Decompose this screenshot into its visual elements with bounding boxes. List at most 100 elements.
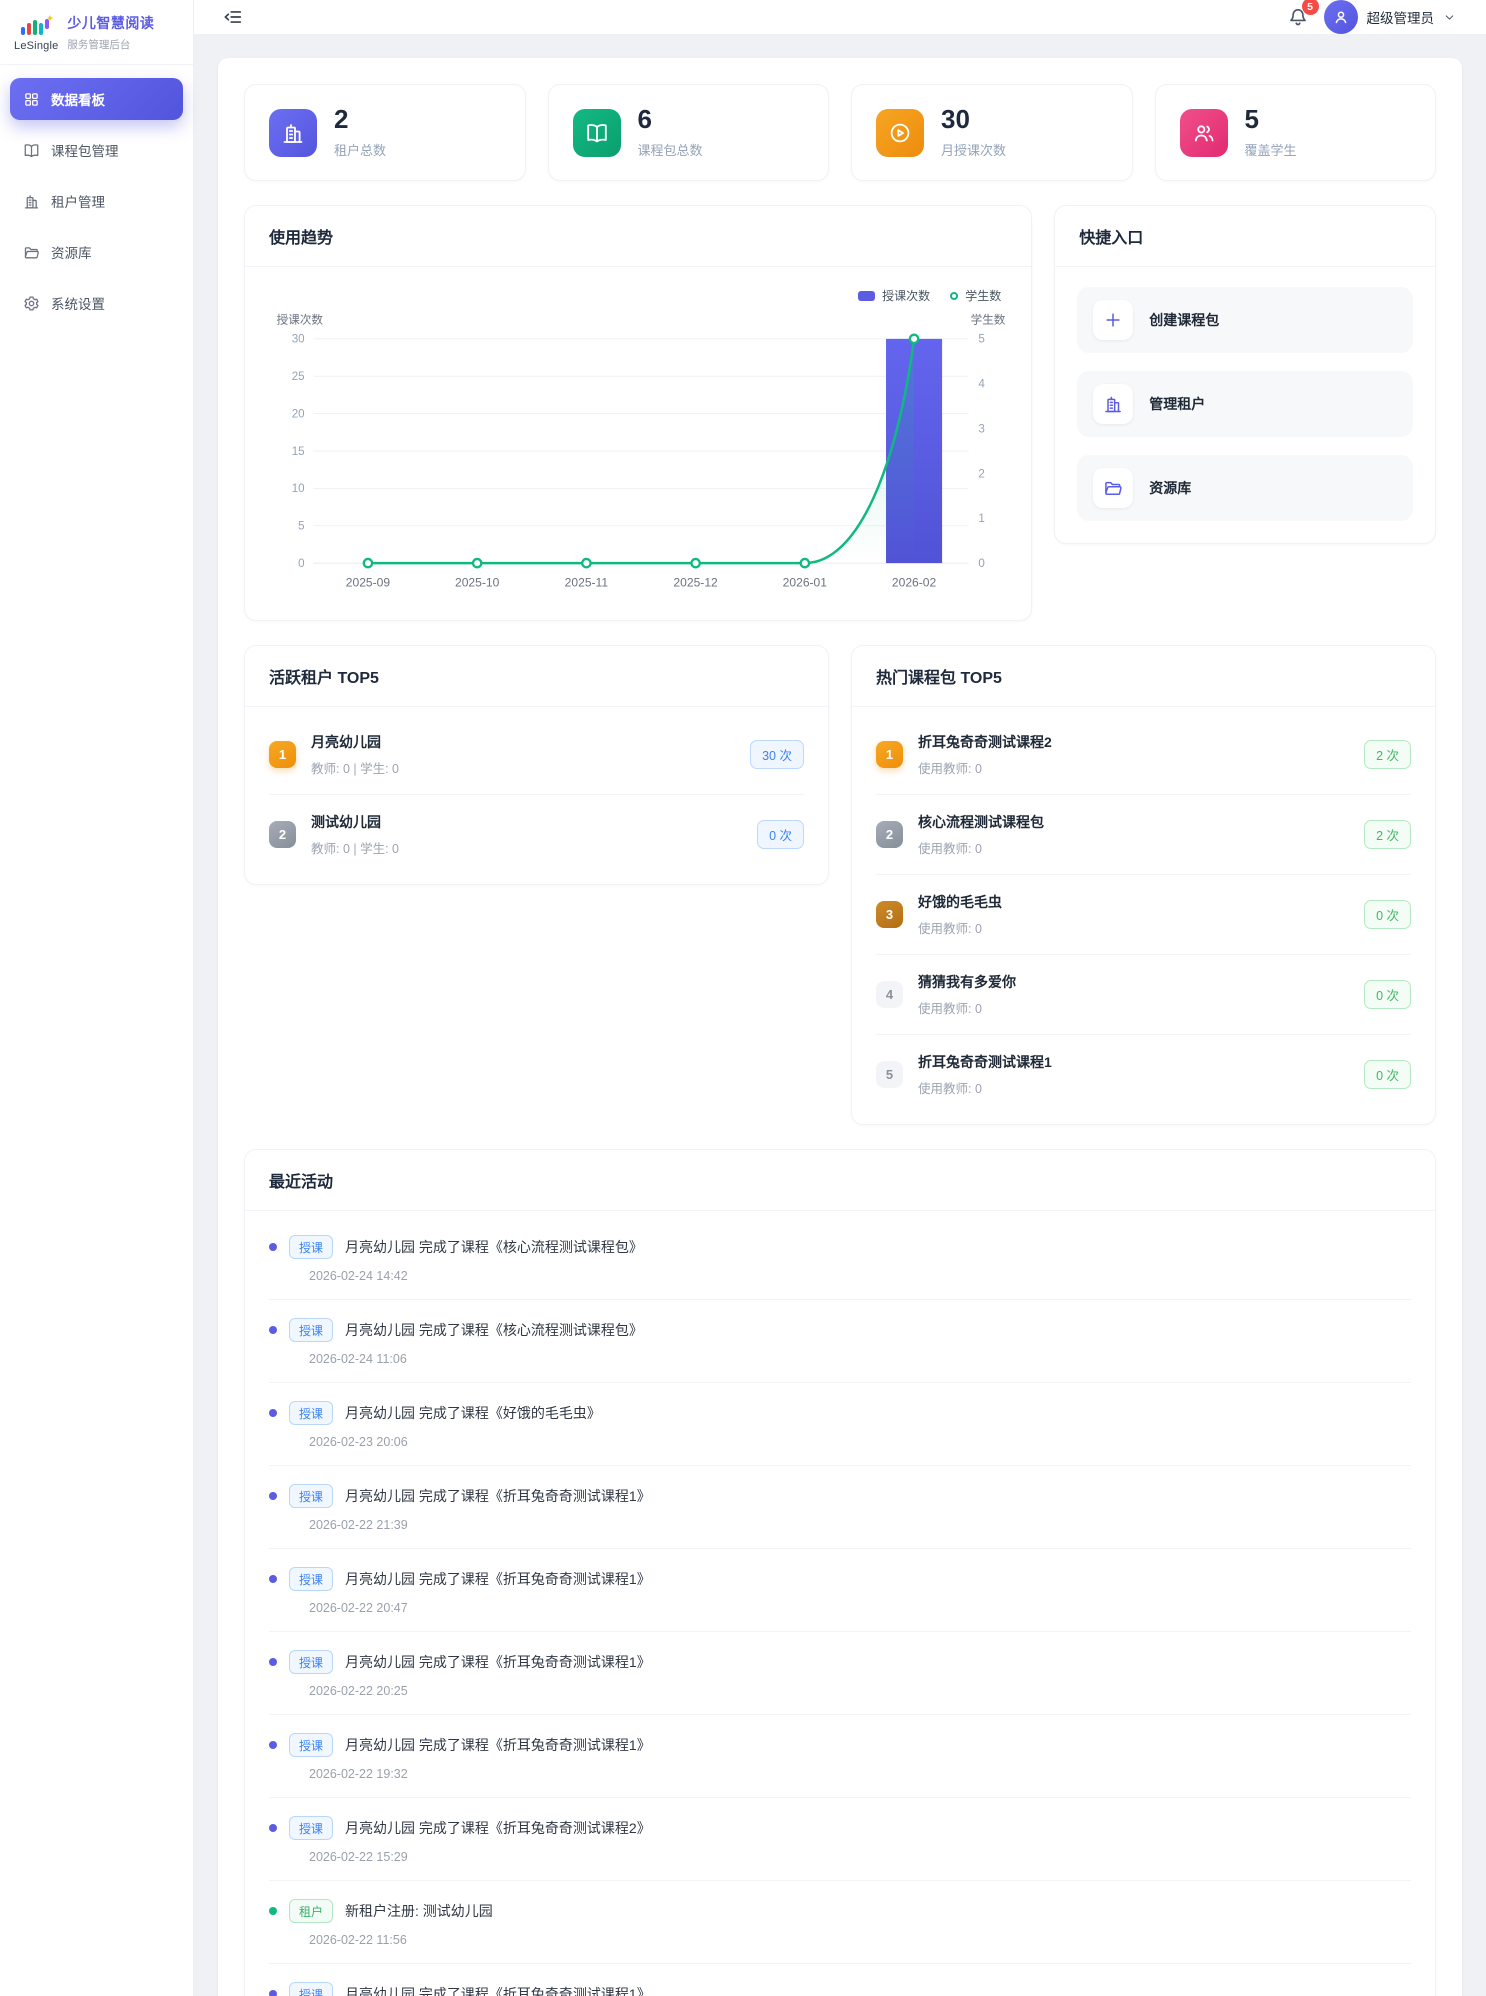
sidebar-menu: 数据看板 课程包管理 租户管理 资源库 系统设置 — [0, 65, 193, 346]
stats-row: 2 租户总数 6 课程包总数 30 月授课次数 5 覆盖学生 — [244, 84, 1436, 182]
usage-trend-title: 使用趋势 — [245, 206, 1032, 268]
top-bar: 5 超级管理员 — [194, 0, 1486, 34]
activity-row: 租户 新租户注册: 测试幼儿园 2026-02-22 11:56 — [269, 1881, 1411, 1965]
top-item-meta: 教师: 0 | 学生: 0 — [311, 762, 399, 777]
legend-item-bar[interactable]: 授课次数 — [858, 287, 930, 304]
activity-timestamp: 2026-02-22 11:56 — [309, 1933, 407, 1948]
sidebar-item-book[interactable]: 课程包管理 — [10, 129, 183, 171]
activity-row: 授课 月亮幼儿园 完成了课程《折耳兔奇奇测试课程1》 2026-02-22 20… — [269, 1549, 1411, 1633]
activity-tag: 租户 — [289, 1899, 334, 1924]
usage-trend-card: 使用趋势 授课次数 学生数 0 5 10 — [244, 205, 1033, 622]
activity-text: 月亮幼儿园 完成了课程《折耳兔奇奇测试课程1》 — [345, 1654, 651, 1671]
sidebar-item-building[interactable]: 租户管理 — [10, 180, 183, 222]
logo-bars-icon — [21, 14, 54, 35]
top-item-meta: 使用教师: 0 — [918, 842, 982, 857]
activity-row: 授课 月亮幼儿园 完成了课程《折耳兔奇奇测试课程1》 2026-02-21 20… — [269, 1964, 1411, 1996]
top-list-item: 2 测试幼儿园 教师: 0 | 学生: 0 0 次 — [269, 795, 804, 874]
activity-row: 授课 月亮幼儿园 完成了课程《折耳兔奇奇测试课程1》 2026-02-22 21… — [269, 1466, 1411, 1550]
notification-bell[interactable]: 5 — [1287, 0, 1319, 28]
top-item-meta: 使用教师: 0 — [918, 1082, 982, 1097]
sidebar-item-icon — [23, 244, 40, 261]
stat-icon-glyph — [281, 121, 305, 145]
recent-activity-list: 授课 月亮幼儿园 完成了课程《核心流程测试课程包》 2026-02-24 14:… — [245, 1211, 1435, 1996]
stat-icon — [876, 108, 924, 157]
svg-text:15: 15 — [292, 446, 305, 458]
rank-badge: 1 — [269, 741, 296, 769]
count-badge: 0 次 — [757, 820, 804, 850]
sidebar-item-grid[interactable]: 数据看板 — [10, 78, 183, 120]
svg-text:2026-01: 2026-01 — [783, 576, 828, 590]
sidebar-item-folder[interactable]: 资源库 — [10, 231, 183, 273]
top-item-name: 折耳兔奇奇测试课程2 — [918, 734, 1052, 751]
svg-text:5: 5 — [978, 334, 984, 346]
notification-badge: 5 — [1301, 0, 1319, 15]
rank-badge: 2 — [269, 821, 296, 849]
person-icon — [1332, 8, 1350, 26]
svg-text:4: 4 — [978, 379, 985, 391]
quick-entry-label: 资源库 — [1149, 480, 1192, 497]
svg-text:2025-09: 2025-09 — [346, 576, 391, 590]
quick-icon-glyph — [1103, 310, 1123, 330]
sidebar-item-icon — [23, 91, 40, 108]
sidebar-item-icon — [23, 295, 40, 312]
top-item-name: 核心流程测试课程包 — [918, 814, 1044, 831]
sidebar-item-label: 资源库 — [51, 246, 92, 261]
legend-item-line[interactable]: 学生数 — [950, 287, 1001, 304]
usage-trend-chart: 授课次数 学生数 0 5 10 15 20 25 30 0 1 2 3 4 5 授课次数 学生数 2025-0… — [245, 267, 1031, 620]
quick-entry-list: 创建课程包 管理租户 资源库 — [1055, 267, 1435, 543]
activity-dot — [269, 1741, 277, 1750]
chart-legend: 授课次数 学生数 — [265, 281, 1011, 306]
activity-dot — [269, 1658, 277, 1667]
quick-entry-item[interactable]: 管理租户 — [1077, 371, 1413, 438]
brand-area: LeSingle 少儿智慧阅读 服务管理后台 — [0, 0, 193, 65]
sidebar-collapse-icon[interactable] — [222, 6, 244, 28]
quick-entry-label: 管理租户 — [1149, 396, 1206, 413]
top-list-item: 2 核心流程测试课程包 使用教师: 0 2 次 — [876, 795, 1411, 876]
quick-entry-item[interactable]: 资源库 — [1077, 455, 1413, 522]
active-tenants-title: 活跃租户 TOP5 — [245, 646, 828, 708]
top-list-item: 5 折耳兔奇奇测试课程1 使用教师: 0 0 次 — [876, 1035, 1411, 1114]
top-list-item: 1 月亮幼儿园 教师: 0 | 学生: 0 30 次 — [269, 715, 804, 796]
count-badge: 2 次 — [1364, 820, 1411, 850]
brand-title: 少儿智慧阅读 — [67, 15, 155, 31]
activity-timestamp: 2026-02-22 15:29 — [309, 1850, 408, 1865]
svg-text:1: 1 — [978, 513, 984, 525]
sidebar-item-label: 课程包管理 — [51, 144, 119, 159]
activity-tag: 授课 — [289, 1484, 334, 1509]
top-item-meta: 教师: 0 | 学生: 0 — [311, 842, 399, 857]
count-badge: 30 次 — [750, 740, 804, 770]
stat-icon-glyph — [585, 121, 609, 145]
stat-icon — [572, 108, 621, 157]
stat-label: 月授课次数 — [941, 143, 1007, 159]
sidebar-item-icon — [23, 142, 40, 159]
hot-courses-card: 热门课程包 TOP5 1 折耳兔奇奇测试课程2 使用教师: 0 2 次 2 核心… — [851, 645, 1436, 1126]
top-item-meta: 使用教师: 0 — [918, 1002, 982, 1017]
top-item-name: 猜猜我有多爱你 — [918, 974, 1016, 991]
activity-timestamp: 2026-02-24 11:06 — [309, 1352, 407, 1367]
stat-value: 2 — [334, 104, 349, 134]
sidebar-item-label: 系统设置 — [51, 297, 105, 312]
activity-dot — [269, 1243, 277, 1252]
stat-card: 30 月授课次数 — [851, 84, 1133, 182]
activity-dot — [269, 1326, 277, 1335]
activity-text: 月亮幼儿园 完成了课程《折耳兔奇奇测试课程1》 — [345, 1488, 651, 1505]
quick-entry-card: 快捷入口 创建课程包 管理租户 资源库 — [1054, 205, 1436, 545]
activity-tag: 授课 — [289, 1650, 334, 1675]
activity-text: 月亮幼儿园 完成了课程《折耳兔奇奇测试课程2》 — [345, 1820, 651, 1837]
activity-text: 月亮幼儿园 完成了课程《折耳兔奇奇测试课程1》 — [345, 1986, 651, 1996]
top-item-name: 好饿的毛毛虫 — [918, 894, 1002, 911]
sidebar-item-gear[interactable]: 系统设置 — [10, 282, 183, 324]
sidebar-item-icon — [23, 193, 40, 210]
activity-text: 新租户注册: 测试幼儿园 — [345, 1903, 493, 1920]
activity-tag: 授课 — [289, 1816, 334, 1841]
stat-card: 2 租户总数 — [244, 84, 526, 182]
activity-dot — [269, 1575, 277, 1584]
activity-tag: 授课 — [289, 1567, 334, 1592]
top-item-name: 月亮幼儿园 — [311, 734, 381, 751]
recent-activity-title: 最近活动 — [245, 1150, 1435, 1212]
quick-entry-item[interactable]: 创建课程包 — [1077, 287, 1413, 354]
activity-tag: 授课 — [289, 1235, 334, 1260]
user-menu[interactable]: 超级管理员 — [1323, 0, 1457, 34]
sidebar-item-label: 租户管理 — [51, 195, 105, 210]
top-item-meta: 使用教师: 0 — [918, 922, 982, 937]
